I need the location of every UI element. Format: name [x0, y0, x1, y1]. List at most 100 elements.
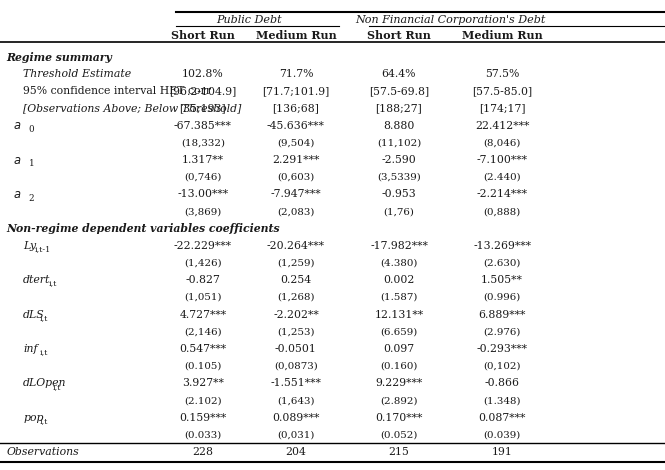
Text: (0,031): (0,031)	[277, 431, 315, 439]
Text: 9.229***: 9.229***	[375, 378, 423, 388]
Text: [71.7;101.9]: [71.7;101.9]	[262, 86, 330, 96]
Text: 95% confidence interval HET corr: 95% confidence interval HET corr	[23, 86, 211, 96]
Text: (6.659): (6.659)	[380, 328, 418, 337]
Text: (2.976): (2.976)	[483, 328, 521, 337]
Text: -2.202**: -2.202**	[273, 310, 319, 320]
Text: (1,268): (1,268)	[277, 293, 315, 302]
Text: (1,051): (1,051)	[184, 293, 221, 302]
Text: [35;193]: [35;193]	[180, 103, 226, 114]
Text: -7.100***: -7.100***	[477, 155, 527, 165]
Text: Observations: Observations	[7, 447, 79, 457]
Text: (2,083): (2,083)	[277, 207, 315, 216]
Text: (2.440): (2.440)	[483, 173, 521, 182]
Text: -0.293***: -0.293***	[477, 344, 527, 354]
Text: pop: pop	[23, 413, 44, 423]
Text: Ly: Ly	[23, 241, 37, 251]
Text: i,t: i,t	[39, 348, 48, 356]
Text: 8.880: 8.880	[383, 121, 415, 131]
Text: [188;27]: [188;27]	[376, 103, 422, 114]
Text: [136;68]: [136;68]	[273, 103, 319, 114]
Text: -67.385***: -67.385***	[174, 121, 232, 131]
Text: -45.636***: -45.636***	[267, 121, 325, 131]
Text: 0.547***: 0.547***	[180, 344, 226, 354]
Text: Threshold Estimate: Threshold Estimate	[23, 69, 132, 79]
Text: (0.052): (0.052)	[380, 431, 418, 439]
Text: $\it{a}$: $\it{a}$	[13, 154, 21, 167]
Text: 191: 191	[491, 447, 513, 457]
Text: 2: 2	[29, 194, 34, 203]
Text: 2.291***: 2.291***	[272, 155, 320, 165]
Text: inf: inf	[23, 344, 38, 354]
Text: $\it{a}$: $\it{a}$	[13, 188, 21, 201]
Text: Regime summary: Regime summary	[7, 52, 112, 63]
Text: -13.269***: -13.269***	[473, 241, 531, 251]
Text: (1.348): (1.348)	[483, 396, 521, 405]
Text: 102.8%: 102.8%	[182, 69, 223, 79]
Text: (1,643): (1,643)	[277, 396, 315, 405]
Text: 0: 0	[29, 125, 34, 134]
Text: dtert: dtert	[23, 275, 51, 285]
Text: Short Run: Short Run	[367, 30, 431, 41]
Text: [96.2-104.9]: [96.2-104.9]	[169, 86, 237, 96]
Text: (9,504): (9,504)	[277, 139, 315, 148]
Text: -1.551***: -1.551***	[271, 378, 321, 388]
Text: 1.317**: 1.317**	[182, 155, 224, 165]
Text: 57.5%: 57.5%	[485, 69, 519, 79]
Text: -7.947***: -7.947***	[271, 189, 321, 199]
Text: 3.927**: 3.927**	[182, 378, 223, 388]
Text: [57.5-85.0]: [57.5-85.0]	[472, 86, 532, 96]
Text: 204: 204	[285, 447, 307, 457]
Text: i,t: i,t	[53, 383, 61, 391]
Text: (2,146): (2,146)	[184, 328, 221, 337]
Text: i,t: i,t	[49, 280, 57, 288]
Text: 0.170***: 0.170***	[375, 413, 423, 423]
Text: (0,603): (0,603)	[277, 173, 315, 182]
Text: (0.033): (0.033)	[184, 431, 221, 439]
Text: (0.105): (0.105)	[184, 362, 221, 371]
Text: Short Run: Short Run	[171, 30, 235, 41]
Text: i,t-1: i,t-1	[35, 245, 51, 253]
Text: 71.7%: 71.7%	[279, 69, 313, 79]
Text: Non Financial Corporation's Debt: Non Financial Corporation's Debt	[355, 15, 545, 25]
Text: -13.00***: -13.00***	[178, 189, 228, 199]
Text: (8,046): (8,046)	[483, 139, 521, 148]
Text: (0,888): (0,888)	[483, 207, 521, 216]
Text: (1,76): (1,76)	[384, 207, 414, 216]
Text: 4.727***: 4.727***	[180, 310, 226, 320]
Text: Public Debt: Public Debt	[217, 15, 282, 25]
Text: (0,746): (0,746)	[184, 173, 221, 182]
Text: (1,426): (1,426)	[184, 258, 221, 268]
Text: 0.097: 0.097	[384, 344, 414, 354]
Text: 228: 228	[192, 447, 213, 457]
Text: (0,0873): (0,0873)	[274, 362, 318, 371]
Text: (1.587): (1.587)	[380, 293, 418, 302]
Text: -2.590: -2.590	[382, 155, 416, 165]
Text: dLS: dLS	[23, 310, 45, 320]
Text: (2.892): (2.892)	[380, 396, 418, 405]
Text: -17.982***: -17.982***	[370, 241, 428, 251]
Text: 0.254: 0.254	[281, 275, 311, 285]
Text: 1: 1	[29, 159, 34, 168]
Text: -0.866: -0.866	[485, 378, 519, 388]
Text: (0.160): (0.160)	[380, 362, 418, 371]
Text: -20.264***: -20.264***	[267, 241, 325, 251]
Text: [174;17]: [174;17]	[479, 103, 525, 114]
Text: dLOpen: dLOpen	[23, 378, 66, 388]
Text: i,t: i,t	[39, 314, 48, 322]
Text: 12.131**: 12.131**	[374, 310, 424, 320]
Text: [57.5-69.8]: [57.5-69.8]	[369, 86, 429, 96]
Text: (2.630): (2.630)	[483, 258, 521, 268]
Text: -0.953: -0.953	[382, 189, 416, 199]
Text: 0.087***: 0.087***	[478, 413, 526, 423]
Text: 0.002: 0.002	[383, 275, 415, 285]
Text: 6.889***: 6.889***	[478, 310, 526, 320]
Text: (18,332): (18,332)	[181, 139, 225, 148]
Text: (2.102): (2.102)	[184, 396, 221, 405]
Text: -22.229***: -22.229***	[174, 241, 232, 251]
Text: (0.996): (0.996)	[483, 293, 521, 302]
Text: (1,253): (1,253)	[277, 328, 315, 337]
Text: 64.4%: 64.4%	[382, 69, 416, 79]
Text: i,t: i,t	[39, 417, 48, 425]
Text: Non-regime dependent variables coefficients: Non-regime dependent variables coefficie…	[7, 223, 280, 235]
Text: -2.214***: -2.214***	[477, 189, 527, 199]
